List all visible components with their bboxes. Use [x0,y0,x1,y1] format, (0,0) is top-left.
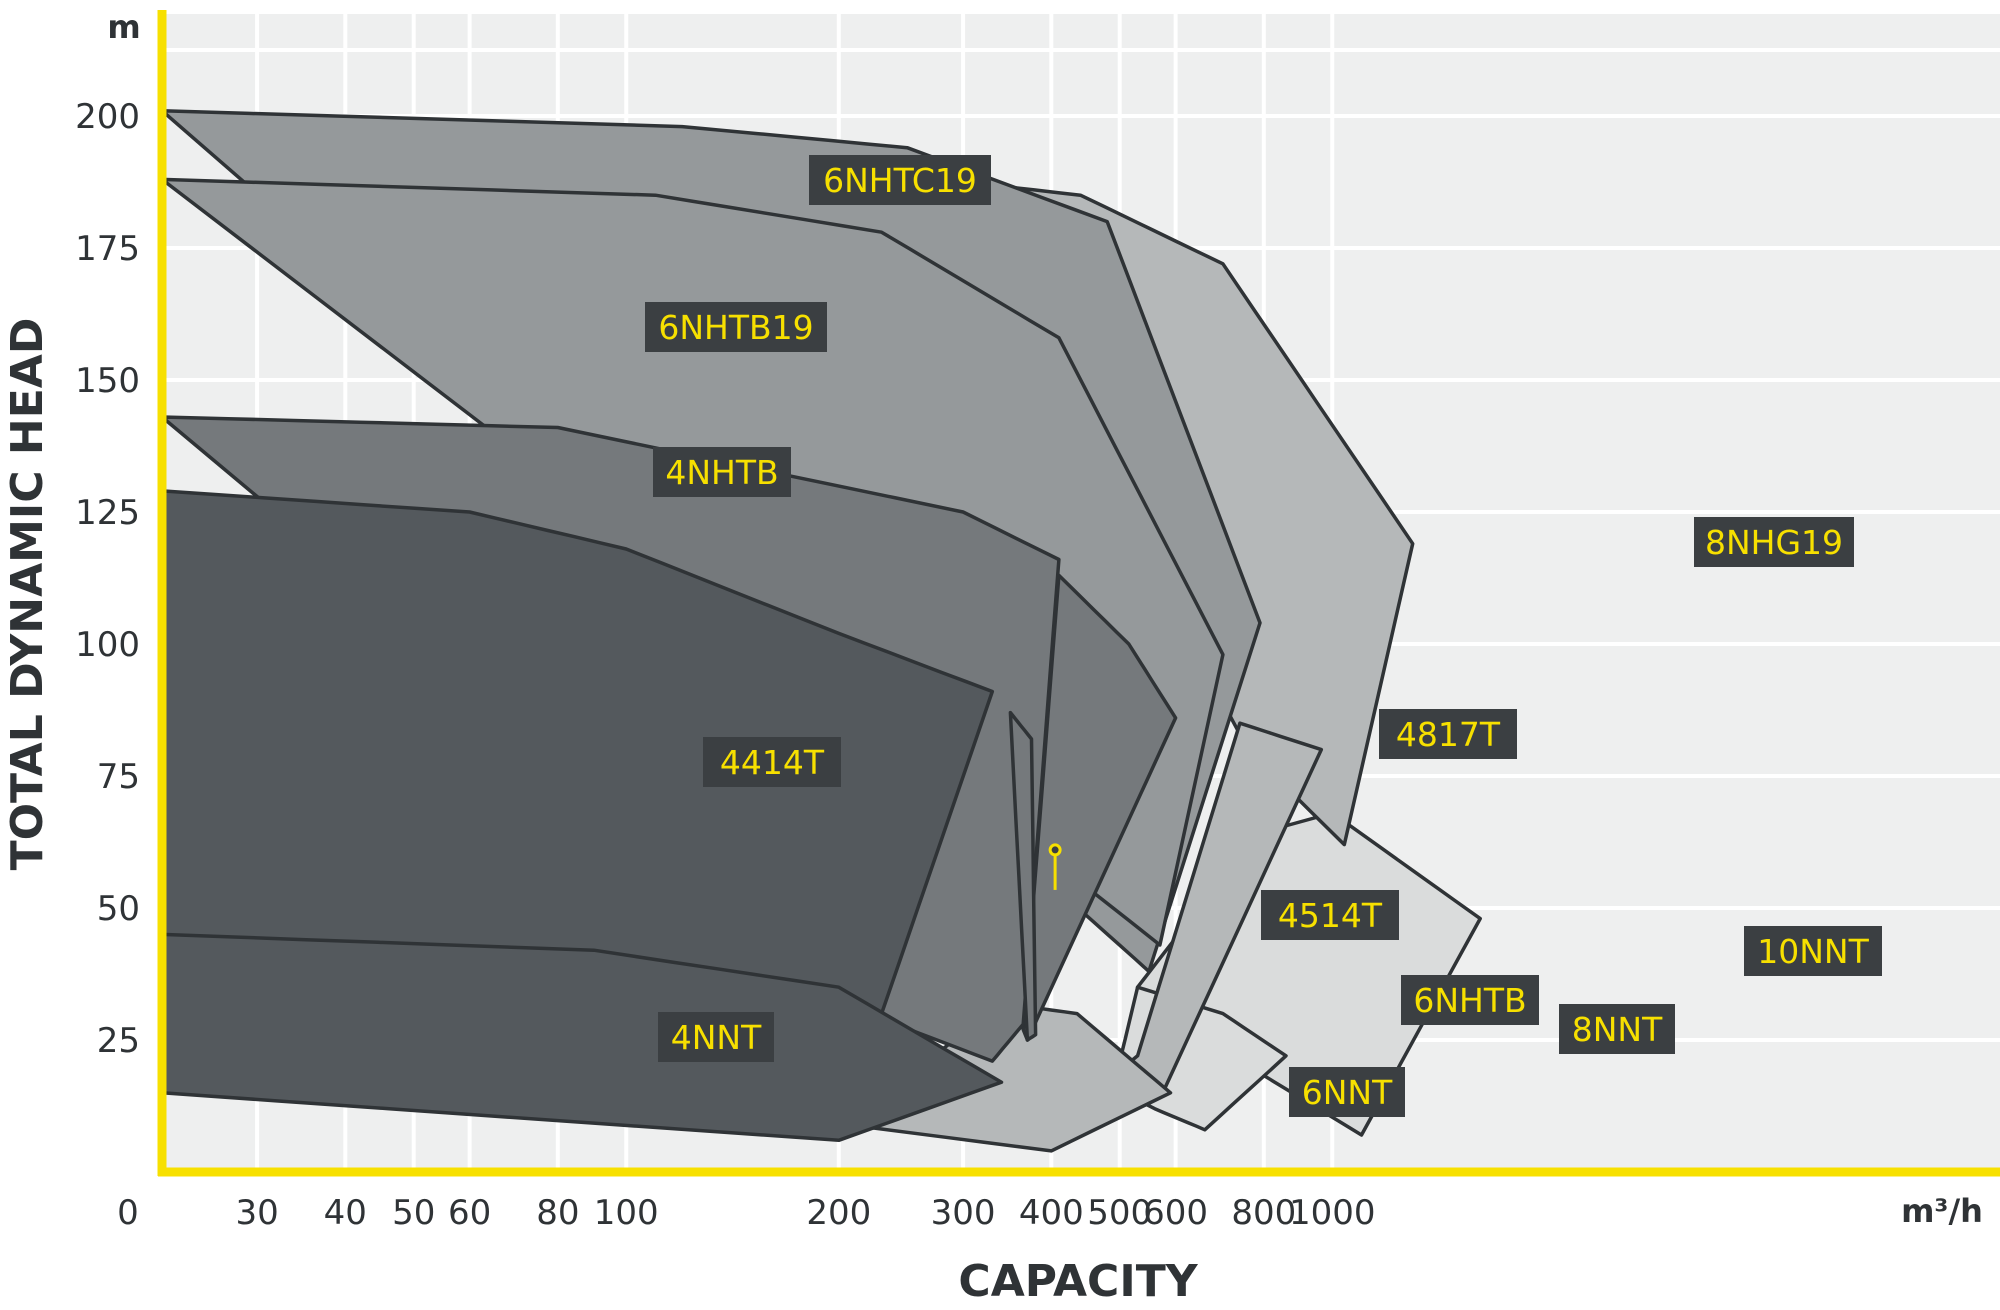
label-10NNT: 10NNT [1744,926,1882,976]
x-tick-200: 200 [806,1193,871,1233]
x-unit-label: m³/h [1901,1192,1983,1230]
label-text-6NHTB19: 6NHTB19 [658,308,813,347]
label-6NHTB19: 6NHTB19 [645,302,827,352]
label-text-4NHTB: 4NHTB [665,453,778,492]
axes [157,10,2000,1177]
label-box-6NHTB19 [645,302,827,352]
label-text-8NNT: 8NNT [1572,1010,1663,1049]
label-text-6NHTB: 6NHTB [1413,981,1526,1020]
pump-regions [160,108,1482,1153]
label-box-6NHTC19 [809,155,991,205]
x-tick-60: 60 [448,1193,491,1233]
x-tick-1000: 1000 [1289,1193,1376,1233]
label-box-8NNT [1559,1004,1675,1054]
label-box-4414T [703,737,841,787]
label-text-6NNT: 6NNT [1302,1073,1393,1112]
label-text-10NNT: 10NNT [1757,932,1869,971]
label-box-4514T [1261,890,1399,940]
x-tick-600: 600 [1143,1193,1208,1233]
pump-labels: 10NNT 8NNT 8NHG19 6NHTB 6NNT 6NHTC19 6NHTB19 48… [645,155,1882,1117]
label-text-4NNT: 4NNT [671,1018,762,1057]
x-tick-50: 50 [392,1193,435,1233]
y-unit-label: m [107,8,140,46]
label-8NHG19: 8NHG19 [1694,517,1854,567]
label-text-4514T: 4514T [1278,896,1383,935]
label-text-6NHTC19: 6NHTC19 [823,161,977,200]
label-box-4NNT [658,1012,774,1062]
y-tick-125: 125 [75,493,140,533]
label-box-6NNT [1289,1067,1405,1117]
y-tick-100: 100 [75,625,140,665]
x-axis-title: CAPACITY [958,1256,1198,1307]
label-4817T: 4817T [1379,709,1517,759]
marker-4514T [1048,843,1062,890]
label-box-10NNT [1744,926,1882,976]
label-4NNT: 4NNT [658,1012,774,1062]
x-tick-0: 0 [117,1193,139,1233]
region-4514T [1008,710,1038,1042]
y-tick-175: 175 [75,229,140,269]
label-8NNT: 8NNT [1559,1004,1675,1054]
label-text-4414T: 4414T [720,743,825,782]
x-tick-100: 100 [594,1193,659,1233]
x-tick-40: 40 [324,1193,367,1233]
label-box-6NHTB [1401,975,1539,1025]
label-box-8NHG19 [1694,517,1854,567]
y-tick-200: 200 [75,97,140,137]
label-box-4817T [1379,709,1517,759]
y-tick-labels: 25 50 75 100 125 150 175 200 [75,97,140,1061]
label-text-4817T: 4817T [1396,715,1501,754]
label-box-4NHTB [653,447,791,497]
y-axis-title: TOTAL DYNAMIC HEAD [2,318,53,871]
y-tick-75: 75 [97,757,140,797]
x-tick-300: 300 [931,1193,996,1233]
label-4514T: 4514T [1261,890,1399,940]
x-tick-500: 500 [1087,1193,1152,1233]
x-tick-80: 80 [536,1193,579,1233]
x-tick-30: 30 [235,1193,278,1233]
y-tick-50: 50 [97,889,140,929]
y-tick-25: 25 [97,1021,140,1061]
y-tick-150: 150 [75,361,140,401]
label-6NHTC19: 6NHTC19 [809,155,991,205]
x-tick-800: 800 [1231,1193,1296,1233]
marker-dot [1048,843,1062,857]
label-6NHTB: 6NHTB [1401,975,1539,1025]
label-4414T: 4414T [703,737,841,787]
x-tick-400: 400 [1019,1193,1084,1233]
label-6NNT: 6NNT [1289,1067,1405,1117]
label-4NHTB: 4NHTB [653,447,791,497]
label-text-8NHG19: 8NHG19 [1705,523,1843,562]
